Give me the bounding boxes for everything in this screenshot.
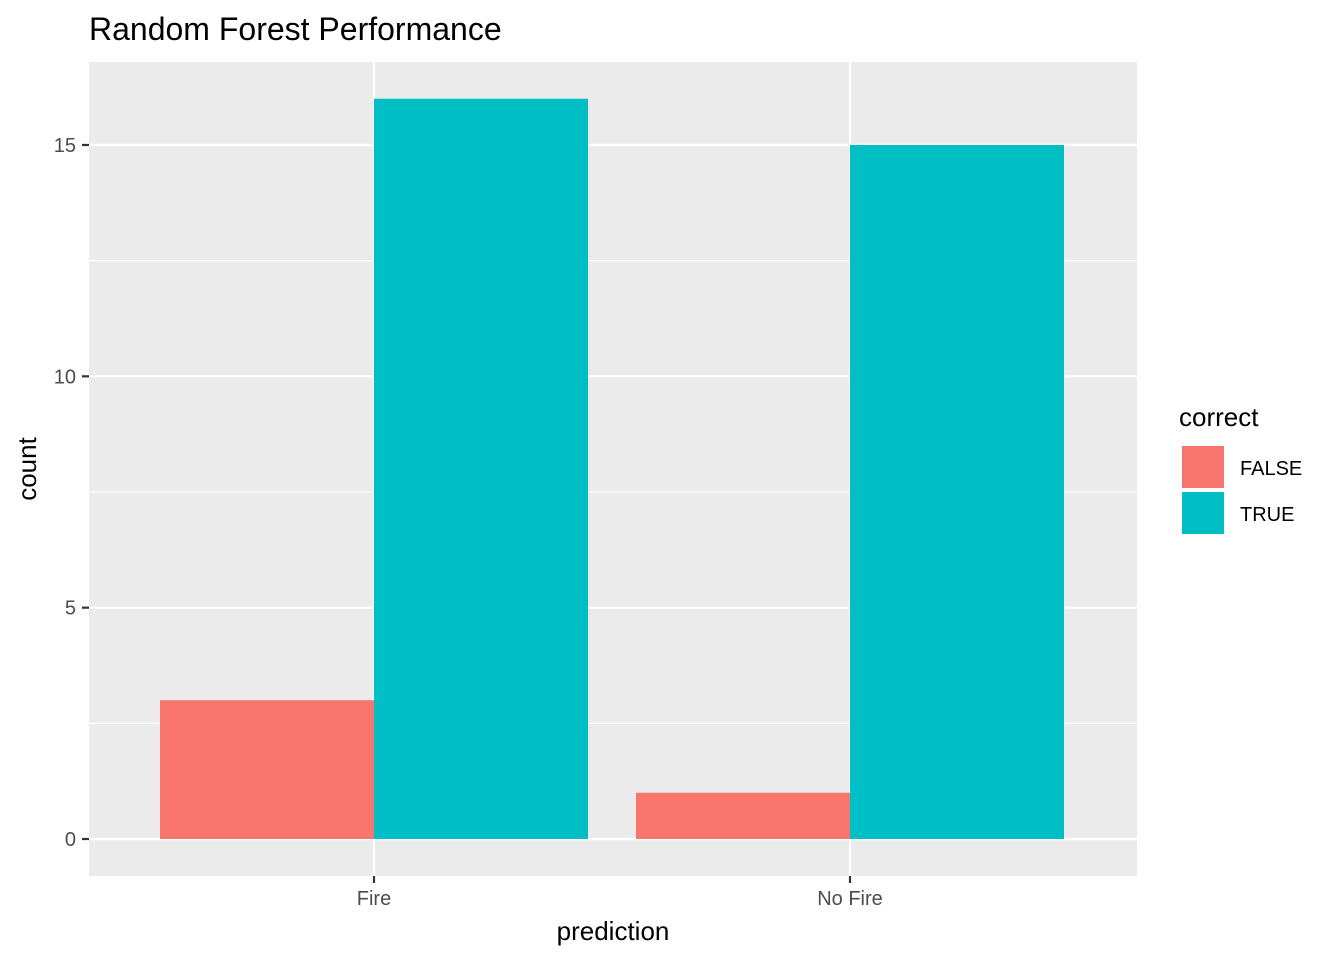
y-tick-label: 5 — [65, 598, 76, 620]
legend: correct FALSE TRUE — [1179, 402, 1302, 536]
axis-layer: 0 5 10 15 Fire No Fire — [54, 135, 883, 910]
y-tick-label: 0 — [65, 829, 76, 851]
y-tick-label: 10 — [54, 366, 76, 388]
bar-layer — [160, 98, 1064, 839]
legend-label-true: TRUE — [1240, 504, 1294, 526]
chart-title: Random Forest Performance — [89, 11, 502, 47]
legend-key-true — [1180, 490, 1226, 536]
legend-items: FALSE TRUE — [1180, 444, 1302, 536]
legend-key-false — [1180, 444, 1226, 490]
y-tick-label: 15 — [54, 135, 76, 157]
bar-no-fire-false — [636, 792, 850, 839]
bar-fire-true — [374, 98, 588, 839]
x-tick-label: No Fire — [817, 888, 883, 910]
x-tick-label: Fire — [357, 888, 391, 910]
y-axis-title: count — [12, 436, 42, 500]
bar-no-fire-true — [850, 145, 1064, 839]
legend-label-false: FALSE — [1240, 458, 1302, 480]
bar-fire-false — [160, 700, 374, 839]
legend-title: correct — [1179, 402, 1259, 432]
x-axis-title: prediction — [557, 916, 670, 946]
